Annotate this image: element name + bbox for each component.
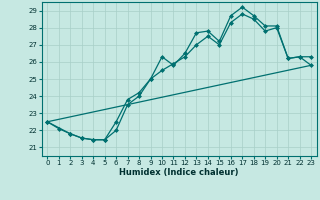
X-axis label: Humidex (Indice chaleur): Humidex (Indice chaleur) xyxy=(119,168,239,177)
